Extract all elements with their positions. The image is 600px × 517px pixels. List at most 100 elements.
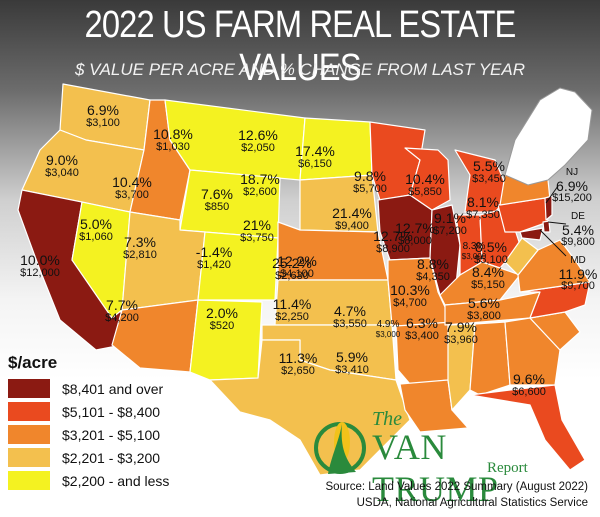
percent-change: 10.3% [390,282,430,298]
legend-label: $8,401 and over [62,380,164,397]
state-label-fl: 9.6% $6,600 [512,372,546,398]
state-label-ky: 8.8% $4,350 [416,257,450,283]
state-fl [469,384,586,471]
source-line-1: Source: Land Values 2022 Summary (August… [325,481,588,493]
value-per-acre: $3,400 [405,329,439,342]
value-per-acre: $3,100 [86,116,120,129]
state-wv [504,237,539,276]
percent-change: 8.3% [462,241,486,252]
percent-change: 5.0% [80,216,112,232]
state-label-co: -1.4% $1,420 [196,245,233,271]
state-label-id: 10.4% $3,700 [112,175,152,201]
logo-name: VAN TRUMP [372,427,499,509]
value-per-acre: $5,150 [471,278,505,291]
state-label-il: 12.7% $8,900 [373,229,413,255]
legend-swatch-tier-3 [8,425,50,444]
states-layer [17,83,591,476]
corn-globe-icon [314,422,366,474]
percent-change: 10.8% [153,126,193,142]
percent-change: 4.7% [334,303,366,319]
value-per-acre: $8,900 [376,242,410,255]
state-label-wi: 9.8% $5,700 [353,169,387,195]
percent-change: 9.6% [513,371,545,387]
percent-change: 9.0% [46,152,78,168]
value-per-acre: $850 [204,200,230,213]
percent-change: 6.9% [87,102,119,118]
value-per-acre: $4,350 [416,270,450,283]
state-label-ca: 10.0% $12,000 [20,253,60,279]
state-label-az: 7.7% $4,200 [105,298,139,324]
percent-change: 12.7% [373,228,413,244]
state-label-mi: 10.4% $5,850 [405,172,445,198]
percent-change: 10.4% [405,171,445,187]
logo-report: Report [487,460,528,476]
value-per-acre: $3,800 [467,309,501,322]
value-per-acre: $3,410 [335,363,369,376]
state-label-va: 8.5% $5,100 [474,240,508,266]
callout-md: MD 11.9% $9,700 [558,255,598,293]
percent-change: 7.7% [106,297,138,313]
value-per-acre: $9,400 [335,219,369,232]
callout-line-md [539,229,567,257]
state-label-wa: 6.9% $3,100 [86,103,120,129]
percent-change: 5.5% [473,158,505,174]
callout-line-nj [545,185,559,204]
state-co [197,231,279,301]
source-line-2: USDA, National Agricultural Statistics S… [356,496,588,509]
state-label-tn: 10.3% $4,700 [390,283,430,309]
value-per-acre: $7,200 [433,224,467,237]
value-per-acre: $2,250 [275,310,309,323]
van-trump-logo: The VAN TRUMP Report [312,408,552,509]
percent-change: 7.3% [124,234,156,250]
legend-item: $2,201 - $3,200 [8,446,169,469]
state-label-nc: 8.4% $5,150 [471,265,505,291]
legend-label: $2,201 - $3,200 [62,449,161,466]
percent-change: 8.1% [467,194,499,210]
value-per-acre: $5,700 [353,182,387,195]
state-label-or: 9.0% $3,040 [45,153,79,179]
state-de [542,220,551,233]
percent-change: 12.6% [238,127,278,143]
state-label-ny: 5.5% $3,450 [472,159,506,185]
state-label-tx: 11.3% $2,650 [279,351,318,377]
state-ga [504,317,561,386]
value-per-acre: $7,350 [466,208,500,221]
value-per-acre: $3,550 [333,317,367,330]
percent-change: 21% [242,217,272,233]
state-label-nd: 12.6% $2,050 [238,128,278,154]
value-per-acre: $2,810 [123,248,157,261]
value-per-acre: $520 [209,319,235,332]
state-label-ga: 7.9% $3,960 [444,320,478,346]
percent-change: -1.4% [195,244,233,260]
value-per-acre: $1,060 [79,230,113,243]
callout-de: DE 5.4% $9,800 [561,211,595,249]
percent-change: 8.4% [472,264,504,280]
state-label-ne: 21% $3,750 [240,218,274,244]
value-per-acre: $6,150 [298,157,332,170]
state-md [519,227,544,241]
state-label-ia: 21.4% $9,400 [332,206,372,232]
legend-label: $3,201 - $5,100 [62,426,161,443]
page-subtitle: $ VALUE PER ACRE AND % CHANGE FROM LAST … [75,60,525,79]
state-label-ks: 25.2% $2,630 [272,256,312,282]
percent-change: 2.0% [206,305,238,321]
legend-swatch-tier-5 [8,471,50,490]
legend-item: $8,401 and over [8,377,169,400]
state-az [111,299,199,373]
percent-change: 18.7% [240,171,280,187]
callout-nj: NJ 6.9% $15,200 [552,167,592,205]
value-per-acre: $12,000 [20,266,60,279]
source-note: Source: Land Values 2022 Summary (August… [325,480,588,511]
value-per-acre: $5,100 [474,253,508,266]
value-per-acre: $8,000 [398,234,432,247]
state-new-england [504,87,593,186]
state-ne [277,221,389,281]
state-label-oh: 9.1% $7,200 [433,211,467,237]
percent-change: 11.3% [278,350,318,366]
value-per-acre: $3,000 [461,251,487,261]
value-per-acre: $2,050 [241,141,275,154]
value-per-acre: $3,000 [375,329,401,339]
legend-item: $5,101 - $8,400 [8,400,169,423]
percent-change: 25.2% [272,255,312,271]
